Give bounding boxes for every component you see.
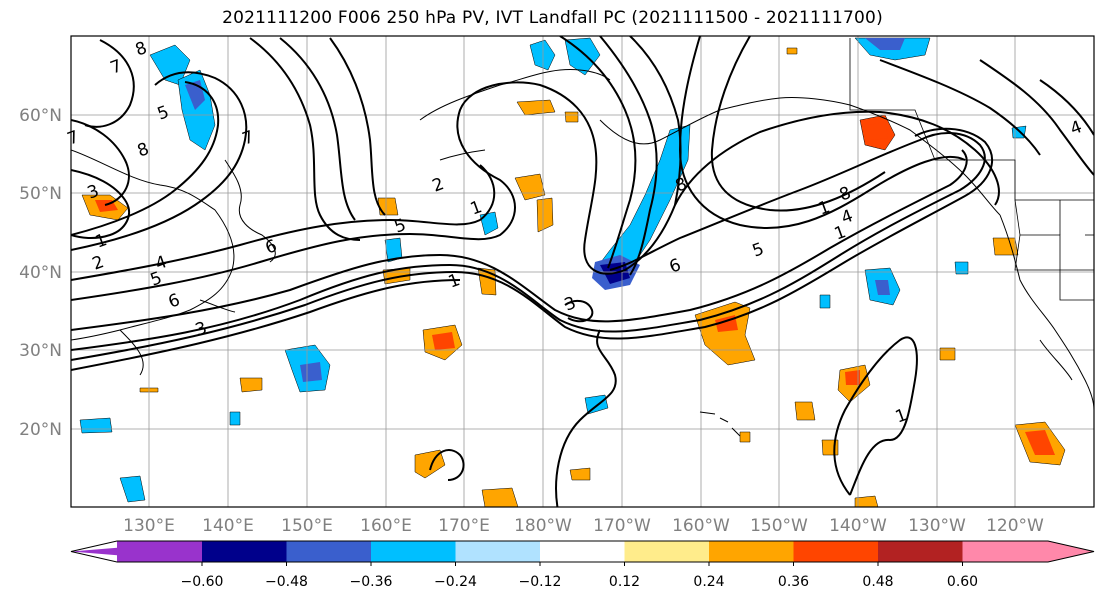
latitude-label: 50°N xyxy=(19,184,62,204)
colorbar-segment xyxy=(878,541,963,562)
colorbar-tick-label: −0.12 xyxy=(519,574,562,590)
colorbar-extend-high xyxy=(1048,541,1094,562)
longitude-label: 150°E xyxy=(281,516,333,536)
colorbar-tick-label: 0.60 xyxy=(947,574,978,590)
map-title: 2021111200 F006 250 hPa PV, IVT Landfall… xyxy=(222,8,883,28)
longitude-label: 120°W xyxy=(986,516,1044,536)
longitude-label: 130°W xyxy=(908,516,966,536)
colorbar xyxy=(70,540,1095,563)
colorbar-segment xyxy=(286,541,372,562)
colorbar-tick-label: 0.24 xyxy=(693,574,724,590)
colorbar-tick-labels: −0.60 −0.48 −0.36 −0.24 −0.12 0.12 0.24 0.36 0.4… xyxy=(181,562,978,590)
colorbar-segment xyxy=(540,541,625,562)
colorbar-segment xyxy=(709,541,794,562)
colorbar-segment xyxy=(793,541,879,562)
colorbar-segment xyxy=(117,541,202,562)
colorbar-tick-label: 0.48 xyxy=(862,574,893,590)
colorbar-segment xyxy=(371,541,456,562)
longitude-label: 150°W xyxy=(750,516,808,536)
shading-layer xyxy=(79,37,1066,507)
colorbar-segment xyxy=(962,541,1048,562)
colorbar-tick-label: −0.24 xyxy=(434,574,477,590)
longitude-label: 170°W xyxy=(593,516,651,536)
longitude-labels: 130°E 140°E 150°E 160°E 170°E 180°W 170°W 160°W… xyxy=(123,516,1044,536)
latitude-label: 60°N xyxy=(19,106,62,126)
longitude-label: 180°W xyxy=(514,516,572,536)
latitude-label: 30°N xyxy=(19,341,62,361)
colorbar-tick-label: −0.48 xyxy=(265,574,308,590)
latitude-labels: 60°N 50°N 40°N 30°N 20°N xyxy=(19,106,62,440)
longitude-label: 140°E xyxy=(202,516,254,536)
graticule xyxy=(71,36,1094,507)
longitude-label: 140°W xyxy=(829,516,887,536)
colorbar-tick-label: 0.12 xyxy=(609,574,640,590)
colorbar-segment xyxy=(202,541,287,562)
pv-contours xyxy=(71,36,1094,507)
colorbar-segment xyxy=(624,541,710,562)
longitude-label: 160°W xyxy=(672,516,730,536)
colorbar-tick-label: −0.36 xyxy=(350,574,393,590)
colorbar-segment xyxy=(455,541,541,562)
longitude-label: 130°E xyxy=(123,516,175,536)
plot-frame xyxy=(70,35,1095,508)
colorbar-outline xyxy=(70,540,1095,563)
latitude-label: 40°N xyxy=(19,263,62,283)
longitude-label: 170°E xyxy=(438,516,490,536)
longitude-label: 160°E xyxy=(360,516,412,536)
colorbar-tick-label: −0.60 xyxy=(181,574,224,590)
colorbar-tick-label: 0.36 xyxy=(778,574,809,590)
latitude-label: 20°N xyxy=(19,420,62,440)
